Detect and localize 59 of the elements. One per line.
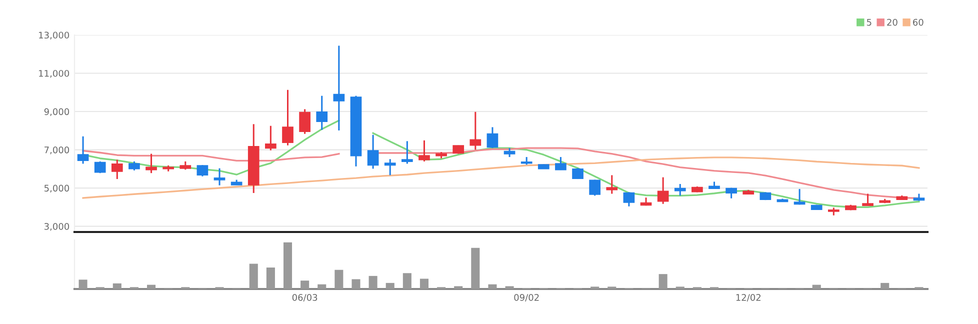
bar: [454, 286, 463, 289]
candlestick: [333, 44, 345, 132]
x-tick-label: 06/03: [292, 294, 318, 302]
candlestick: [94, 160, 106, 174]
candlestick: [674, 183, 686, 196]
legend-label: 5: [866, 18, 872, 26]
bar: [505, 286, 514, 289]
bar: [402, 273, 412, 289]
candlestick: [794, 188, 806, 206]
candlestick: [555, 156, 566, 171]
candlestick: [214, 168, 226, 186]
candlestick: [282, 89, 294, 146]
candlestick: [265, 125, 276, 152]
candlestick: [316, 95, 328, 131]
bar: [283, 242, 292, 289]
candlestick: [862, 192, 874, 207]
y-tick-label: 9,000: [44, 108, 70, 116]
candlestick: [401, 140, 413, 164]
y-tick-label: 7,000: [44, 146, 70, 154]
candlestick: [606, 174, 618, 195]
y-tick-label: 3,000: [44, 222, 70, 231]
line-series: [82, 156, 920, 199]
bar: [488, 284, 497, 289]
bar: [386, 282, 394, 289]
candlestick: [623, 191, 635, 208]
y-tick-label: 11,000: [39, 70, 70, 78]
bar: [266, 268, 275, 289]
candlestick: [384, 158, 396, 176]
bar: [300, 280, 310, 289]
candlestick: [146, 153, 157, 174]
candlestick: [367, 134, 379, 170]
bar: [420, 278, 428, 289]
legend-label: 20: [887, 18, 898, 26]
bar: [368, 276, 378, 289]
bar: [112, 283, 122, 289]
candlestick: [77, 136, 89, 164]
candlestick: [589, 179, 601, 196]
x-tick-label: 09/02: [514, 294, 539, 302]
bar: [147, 284, 156, 289]
candlestick: [196, 164, 208, 178]
bar: [812, 284, 821, 289]
y-tick-label: 5,000: [44, 184, 70, 192]
candlestick: [470, 111, 482, 151]
bar: [249, 264, 258, 289]
bar: [78, 280, 88, 289]
y-tick-label: 13,000: [39, 32, 70, 40]
bar: [880, 282, 890, 289]
candlestick: [657, 176, 669, 205]
bar: [352, 279, 360, 289]
bar: [318, 284, 326, 289]
bar: [658, 274, 668, 289]
candlestick: [486, 126, 498, 149]
x-tick-label: 12/02: [736, 294, 760, 302]
legend-label: 60: [913, 18, 924, 26]
candlestick: [418, 140, 430, 162]
candlestick: [299, 108, 310, 135]
bar: [471, 248, 480, 289]
candlestick: [111, 158, 123, 180]
bar: [334, 270, 344, 289]
